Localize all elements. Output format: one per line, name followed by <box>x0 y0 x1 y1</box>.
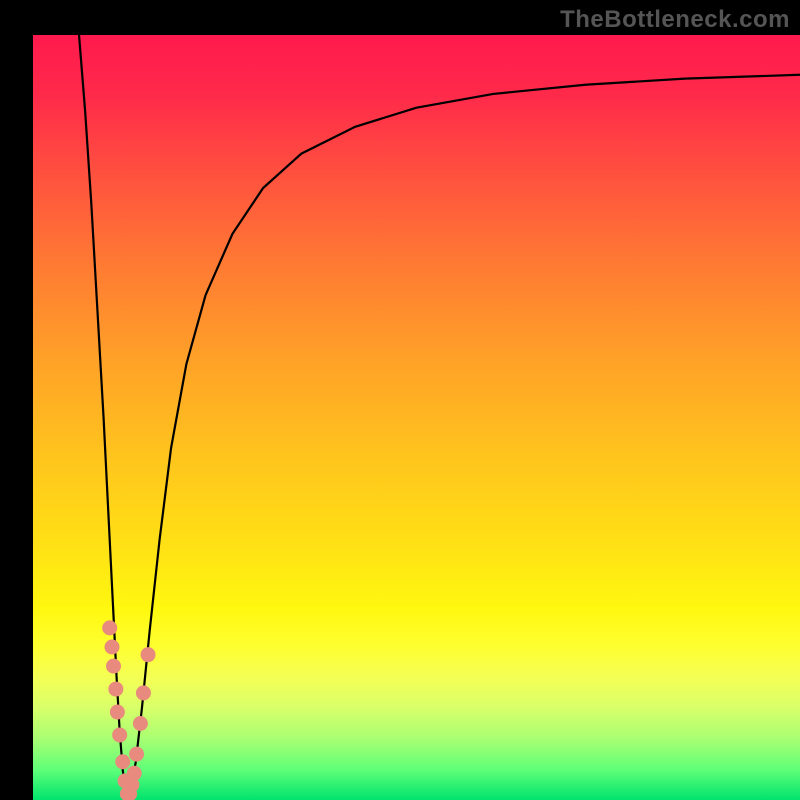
chart-overlay <box>33 35 800 800</box>
data-marker <box>141 648 155 662</box>
data-marker <box>113 728 127 742</box>
plot-area <box>33 35 800 800</box>
data-marker <box>116 755 130 769</box>
data-marker <box>110 705 124 719</box>
data-marker <box>133 717 147 731</box>
data-marker <box>105 640 119 654</box>
data-marker <box>136 686 150 700</box>
watermark-text: TheBottleneck.com <box>560 6 790 34</box>
data-marker <box>130 747 144 761</box>
data-marker <box>109 682 123 696</box>
chart-container: TheBottleneck.com <box>0 0 800 800</box>
curve-right-branch <box>127 75 800 800</box>
data-marker <box>107 659 121 673</box>
data-marker <box>103 621 117 635</box>
data-marker <box>127 766 141 780</box>
